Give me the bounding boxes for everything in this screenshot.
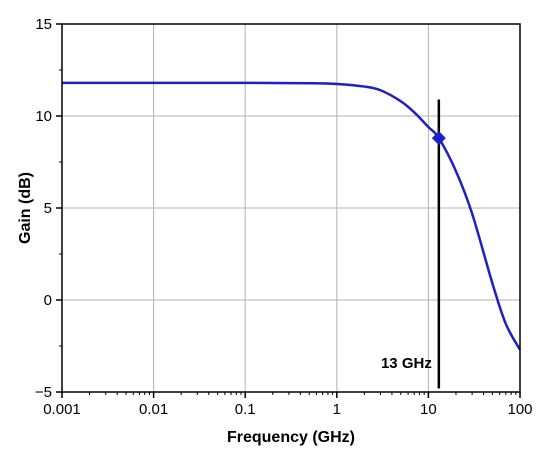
y-tick-label: 0 (44, 292, 52, 309)
x-tick-label: 1 (333, 401, 341, 418)
x-tick-label: 100 (507, 401, 532, 418)
y-axis-label: Gain (dB) (17, 172, 34, 244)
y-tick-label: −5 (35, 384, 52, 401)
series-layer (62, 81, 522, 351)
x-tick-label: 10 (420, 401, 437, 418)
y-tick-label: 15 (35, 16, 52, 33)
x-tick-labels: 0.001 0.01 0.1 1 10 100 (43, 401, 532, 418)
minor-ticks (59, 69, 517, 395)
y-tick-label: 10 (35, 108, 52, 125)
major-ticks (56, 23, 521, 398)
plot-frame (61, 23, 521, 393)
grid (62, 24, 520, 392)
y-tick-labels: −5 0 5 10 15 (35, 16, 52, 401)
x-axis-label: Frequency (GHz) (227, 429, 355, 446)
diamond-marker (431, 131, 446, 146)
x-tick-label: 0.001 (43, 401, 81, 418)
annotations-layer: 13 GHz (381, 99, 446, 389)
x-tick-label: 0.01 (139, 401, 168, 418)
frequency-annotation-label: 13 GHz (381, 355, 432, 372)
y-tick-label: 5 (44, 200, 52, 217)
gain-curve (62, 81, 522, 351)
x-tick-label: 0.1 (235, 401, 256, 418)
